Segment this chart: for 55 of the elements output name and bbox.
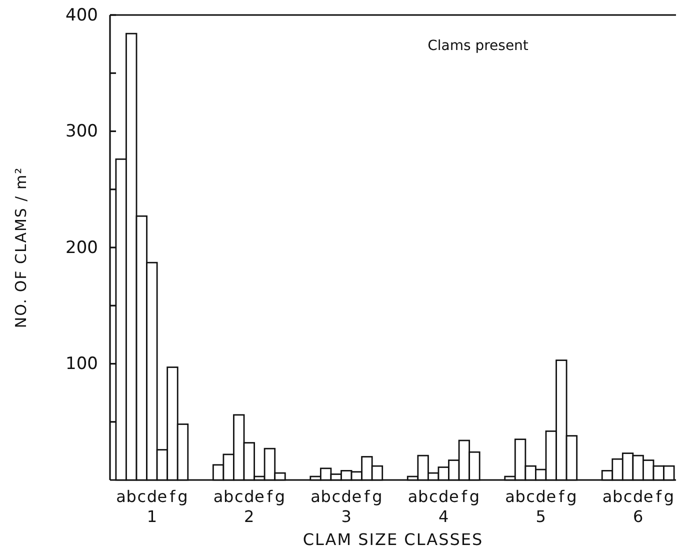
text: d bbox=[536, 487, 546, 506]
text: e bbox=[352, 487, 362, 506]
x-tick-label: 2 bbox=[244, 507, 254, 526]
text: f bbox=[364, 487, 370, 506]
x-tick-label: 5 bbox=[536, 507, 546, 526]
text: a bbox=[602, 487, 612, 506]
series-label: e bbox=[157, 487, 168, 506]
x-axis-title: CLAM SIZE CLASSES bbox=[302, 530, 484, 549]
text: b bbox=[224, 487, 234, 506]
text: b bbox=[418, 487, 428, 506]
text: c bbox=[234, 487, 244, 506]
series-label: d bbox=[146, 487, 157, 506]
y-tick-label: 100 bbox=[66, 354, 98, 374]
text: a bbox=[213, 487, 224, 506]
text: e bbox=[448, 487, 459, 506]
text: b bbox=[515, 487, 526, 506]
text: g bbox=[566, 487, 577, 506]
text: c bbox=[428, 487, 438, 506]
text: c bbox=[526, 487, 535, 506]
x-tick-label: 1 bbox=[146, 507, 158, 526]
x-tick-label: 4 bbox=[438, 507, 449, 526]
text: c bbox=[623, 487, 632, 506]
text: f bbox=[656, 487, 662, 506]
y-tick-label: 200 bbox=[66, 238, 98, 258]
text: a bbox=[310, 487, 320, 506]
text: e bbox=[643, 487, 654, 506]
text: f bbox=[266, 487, 273, 506]
series-label: c bbox=[137, 487, 146, 506]
text: a bbox=[505, 487, 515, 506]
x-tick-label: 6 bbox=[632, 507, 644, 526]
text: f bbox=[461, 487, 467, 506]
text: d bbox=[244, 487, 254, 506]
text: d bbox=[341, 487, 352, 506]
text: g bbox=[469, 487, 480, 506]
text: c bbox=[332, 487, 341, 506]
text: d bbox=[633, 487, 644, 506]
annotation: Clams present bbox=[428, 38, 529, 54]
text: f bbox=[558, 487, 564, 506]
y-tick-label: 300 bbox=[66, 122, 98, 142]
series-label: a bbox=[116, 487, 126, 506]
text: g bbox=[664, 487, 674, 506]
text: d bbox=[438, 487, 449, 506]
series-label: g bbox=[178, 487, 188, 506]
y-tick-label: 400 bbox=[66, 5, 98, 26]
text: b bbox=[320, 487, 331, 506]
series-label: f bbox=[170, 487, 176, 506]
y-axis-title: NO. OF CLAMS / m² bbox=[12, 166, 30, 328]
x-tick-label: 3 bbox=[341, 507, 352, 526]
series-label: b bbox=[126, 487, 136, 506]
text: e bbox=[546, 487, 556, 506]
text: g bbox=[274, 487, 286, 506]
text: a bbox=[408, 487, 418, 506]
text: e bbox=[254, 487, 264, 506]
text: g bbox=[372, 487, 382, 506]
text: b bbox=[612, 487, 623, 506]
